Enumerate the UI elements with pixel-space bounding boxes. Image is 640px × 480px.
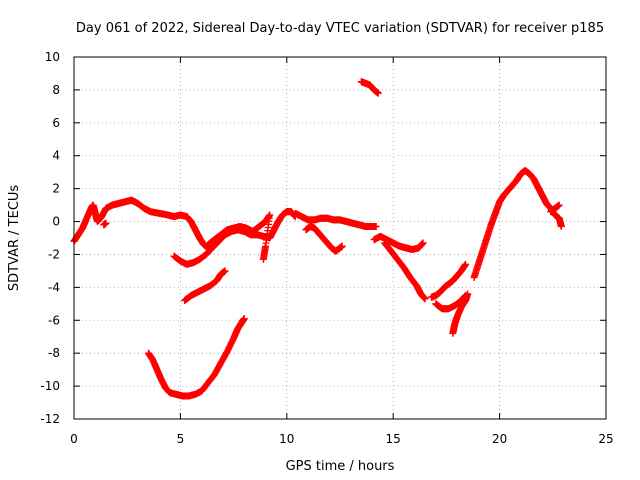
y-tick-label: -12 bbox=[40, 412, 60, 426]
y-tick-label: -6 bbox=[48, 313, 60, 327]
data-series-track-2 bbox=[100, 219, 110, 229]
y-tick-label: -8 bbox=[48, 346, 60, 360]
x-tick-label: 25 bbox=[598, 432, 613, 446]
data-point bbox=[464, 290, 472, 298]
y-tick-label: 4 bbox=[52, 149, 60, 163]
grid-lines bbox=[74, 57, 606, 419]
chart-title: Day 061 of 2022, Sidereal Day-to-day VTE… bbox=[76, 21, 604, 36]
axis-ticks: 0 5 10 15 20 25 -12 -10 -8 -6 -4 -2 0 2 4 6 8 10 bbox=[40, 50, 613, 446]
data-series-track-10 bbox=[370, 232, 427, 254]
data-point bbox=[338, 242, 346, 250]
data-series-track-9 bbox=[357, 78, 382, 97]
data-point bbox=[374, 89, 382, 97]
y-tick-label: -2 bbox=[48, 247, 60, 261]
data-series-track-8 bbox=[302, 222, 346, 255]
data-point bbox=[555, 201, 563, 209]
y-tick-label: 6 bbox=[52, 116, 60, 130]
data-point bbox=[419, 239, 427, 247]
data-series-track-1 bbox=[70, 196, 212, 252]
plot-frame bbox=[73, 56, 607, 420]
data-series-track-12 bbox=[428, 260, 470, 301]
data-series-track-15 bbox=[470, 167, 565, 281]
data-series-track-16 bbox=[547, 201, 563, 216]
data-point bbox=[240, 315, 248, 323]
data-series-track-14 bbox=[449, 290, 472, 337]
data-point bbox=[421, 295, 429, 303]
data-series-track-6 bbox=[144, 315, 248, 400]
y-tick-label: 0 bbox=[52, 215, 60, 229]
data-point bbox=[557, 222, 565, 230]
data-point bbox=[102, 219, 110, 227]
data-point bbox=[259, 255, 267, 263]
data-point bbox=[221, 267, 229, 275]
data-point bbox=[372, 222, 380, 230]
data-series-track-4 bbox=[204, 211, 274, 263]
x-tick-label: 15 bbox=[386, 432, 401, 446]
x-tick-label: 20 bbox=[492, 432, 507, 446]
x-tick-label: 0 bbox=[70, 432, 78, 446]
y-tick-label: -10 bbox=[40, 379, 60, 393]
x-axis-label: GPS time / hours bbox=[286, 459, 395, 474]
y-tick-label: -4 bbox=[48, 280, 60, 294]
y-tick-label: 10 bbox=[45, 50, 60, 64]
data-series-track-11 bbox=[381, 239, 429, 303]
y-tick-label: 2 bbox=[52, 182, 60, 196]
data-series-track-7 bbox=[291, 209, 380, 230]
y-tick-label: 8 bbox=[52, 83, 60, 97]
x-tick-label: 5 bbox=[177, 432, 185, 446]
data-point bbox=[462, 260, 470, 268]
data-points bbox=[70, 78, 565, 400]
y-axis-label: SDTVAR / TECUs bbox=[7, 185, 22, 292]
data-series-track-5 bbox=[181, 267, 229, 305]
x-tick-label: 10 bbox=[279, 432, 294, 446]
